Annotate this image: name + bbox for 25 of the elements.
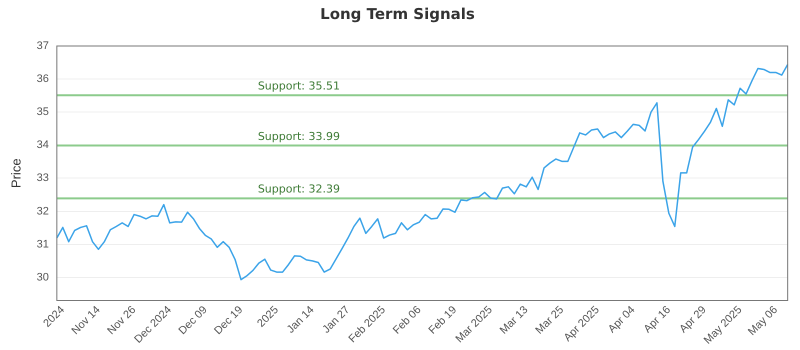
y-tick-label: 32 bbox=[36, 205, 49, 218]
x-tick-label: Apr 29 bbox=[677, 304, 709, 336]
ref-line-label: Support: 35.51 bbox=[258, 80, 340, 93]
x-tick-label: Dec 19 bbox=[212, 304, 246, 338]
y-tick-label: 31 bbox=[36, 238, 49, 250]
y-axis-title: Price bbox=[8, 158, 24, 188]
y-tick-label: 33 bbox=[36, 172, 49, 184]
x-tick-label: Dec 09 bbox=[176, 304, 210, 338]
x-tick-label: May 06 bbox=[746, 304, 780, 338]
chart-title: Long Term Signals bbox=[320, 4, 475, 23]
ref-line-label: Support: 33.99 bbox=[258, 130, 340, 143]
x-tick-label: Feb 19 bbox=[426, 304, 460, 337]
x-tick-label: Feb 06 bbox=[390, 304, 424, 337]
y-tick-label: 35 bbox=[36, 106, 49, 118]
y-tick-label: 34 bbox=[36, 139, 49, 152]
x-tick-label: Nov 14 bbox=[70, 304, 103, 338]
y-tick-label: 30 bbox=[36, 271, 49, 284]
x-tick-label: Mar 13 bbox=[498, 304, 530, 337]
x-tick-label: Apr 04 bbox=[606, 304, 638, 336]
y-tick-label: 37 bbox=[36, 40, 49, 52]
x-tick-label: Apr 16 bbox=[642, 304, 674, 336]
y-tick-label: 36 bbox=[36, 73, 49, 86]
x-tick-label: Jan 14 bbox=[284, 304, 317, 336]
x-tick-label: Mar 25 bbox=[533, 304, 566, 337]
ref-line-label: Support: 32.39 bbox=[258, 182, 340, 196]
